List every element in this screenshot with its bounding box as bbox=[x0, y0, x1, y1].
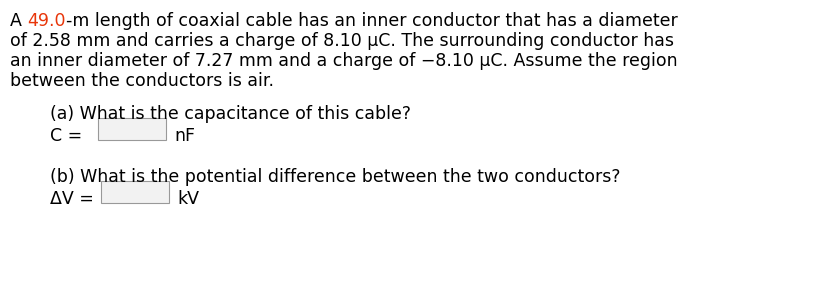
Text: A: A bbox=[10, 12, 27, 30]
Text: (b) What is the potential difference between the two conductors?: (b) What is the potential difference bet… bbox=[50, 168, 620, 186]
Text: -m length of coaxial cable has an inner conductor that has a diameter: -m length of coaxial cable has an inner … bbox=[66, 12, 677, 30]
Text: between the conductors is air.: between the conductors is air. bbox=[10, 72, 274, 90]
Text: 49.0: 49.0 bbox=[27, 12, 66, 30]
Text: of 2.58 mm and carries a charge of 8.10 μC. The surrounding conductor has: of 2.58 mm and carries a charge of 8.10 … bbox=[10, 32, 674, 50]
Text: kV: kV bbox=[177, 190, 199, 208]
Text: (a) What is the capacitance of this cable?: (a) What is the capacitance of this cabl… bbox=[50, 105, 411, 123]
Text: an inner diameter of 7.27 mm and a charge of −8.10 μC. Assume the region: an inner diameter of 7.27 mm and a charg… bbox=[10, 52, 677, 70]
Text: ΔV =: ΔV = bbox=[50, 190, 99, 208]
Text: nF: nF bbox=[174, 127, 195, 145]
Text: C =: C = bbox=[50, 127, 87, 145]
